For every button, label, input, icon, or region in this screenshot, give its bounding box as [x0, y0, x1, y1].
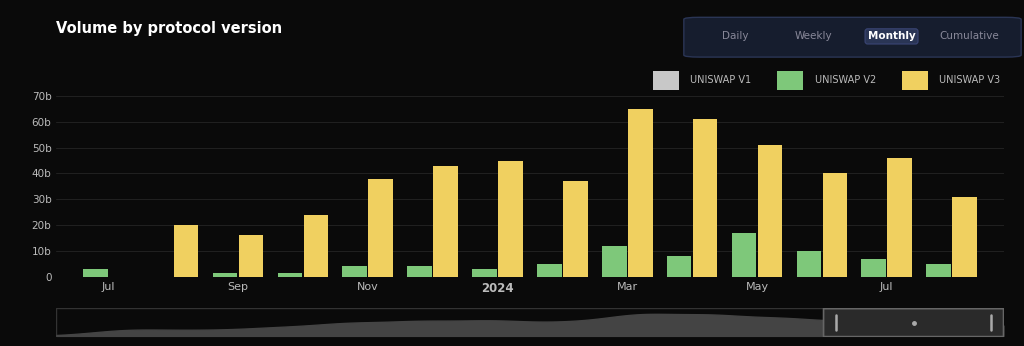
- Bar: [239, 236, 263, 277]
- Bar: [408, 266, 432, 277]
- Bar: [83, 269, 108, 277]
- Text: UNISWAP V2: UNISWAP V2: [814, 75, 876, 84]
- Text: Daily: Daily: [722, 31, 749, 42]
- FancyBboxPatch shape: [684, 17, 1021, 57]
- Bar: [822, 173, 847, 277]
- Bar: [952, 197, 977, 277]
- Text: Cumulative: Cumulative: [940, 31, 999, 42]
- Bar: [174, 225, 199, 277]
- Bar: [628, 109, 652, 277]
- Text: Weekly: Weekly: [795, 31, 833, 42]
- Bar: [498, 161, 523, 277]
- Text: Monthly: Monthly: [867, 31, 915, 42]
- Bar: [433, 166, 458, 277]
- Bar: [888, 158, 912, 277]
- Bar: [278, 273, 302, 277]
- FancyBboxPatch shape: [902, 71, 928, 90]
- Text: Volume by protocol version: Volume by protocol version: [56, 21, 283, 36]
- Bar: [563, 181, 588, 277]
- Bar: [342, 266, 367, 277]
- Text: UNISWAP V3: UNISWAP V3: [939, 75, 1000, 84]
- Bar: [667, 256, 691, 277]
- Bar: [303, 215, 328, 277]
- Bar: [797, 251, 821, 277]
- Bar: [732, 233, 757, 277]
- Bar: [693, 119, 718, 277]
- Bar: [602, 246, 627, 277]
- Bar: [537, 264, 562, 277]
- Bar: [861, 259, 886, 277]
- FancyBboxPatch shape: [823, 309, 1004, 337]
- Bar: [472, 269, 497, 277]
- Text: UNISWAP V1: UNISWAP V1: [690, 75, 751, 84]
- Bar: [369, 179, 393, 277]
- Bar: [758, 145, 782, 277]
- FancyBboxPatch shape: [777, 71, 804, 90]
- Bar: [927, 264, 951, 277]
- FancyBboxPatch shape: [652, 71, 679, 90]
- Bar: [213, 273, 238, 277]
